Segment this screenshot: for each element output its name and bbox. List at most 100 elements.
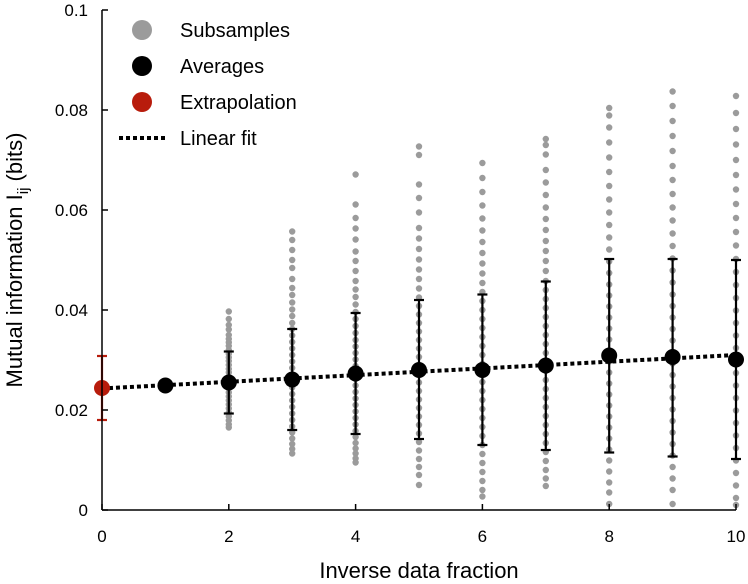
average-point — [474, 362, 491, 378]
y-tick-label: 0.04 — [55, 301, 88, 320]
subsample-point — [542, 226, 549, 234]
subsample-point — [415, 285, 423, 292]
subsample-point — [732, 125, 740, 133]
subsample-point — [479, 260, 486, 267]
subsample-point — [606, 104, 613, 112]
legend-extrapolation-swatch — [132, 92, 152, 112]
subsample-point — [479, 279, 486, 287]
subsample-point — [479, 202, 486, 209]
subsample-point — [415, 438, 423, 446]
subsample-point — [479, 174, 486, 182]
subsample-point — [415, 463, 423, 471]
legend-label-fit: Linear fit — [180, 128, 257, 150]
subsample-point — [415, 455, 423, 463]
y-tick-label: 0 — [79, 501, 88, 520]
subsample-point — [479, 270, 486, 277]
x-tick-label: 0 — [97, 527, 106, 546]
subsample-point — [606, 479, 613, 486]
subsample-point — [542, 204, 549, 211]
subsample-point — [669, 217, 676, 224]
subsample-point — [479, 159, 486, 167]
subsample-point — [542, 457, 549, 465]
subsample-point — [732, 228, 740, 236]
subsample-point — [289, 228, 296, 235]
subsample-point — [289, 450, 296, 457]
subsample-point — [415, 181, 423, 188]
subsample-point — [352, 248, 359, 255]
subsample-point — [289, 445, 296, 453]
subsample-point — [542, 237, 549, 245]
subsample-point — [606, 182, 613, 190]
subsample-point — [542, 135, 549, 143]
subsample-point — [606, 234, 613, 241]
subsample-point — [732, 482, 740, 489]
subsample-point — [669, 486, 676, 494]
average-point — [664, 349, 681, 365]
subsample-point — [542, 141, 549, 149]
subsample-point — [415, 194, 423, 202]
subsample-point — [352, 277, 359, 285]
x-tick-label: 2 — [224, 527, 233, 546]
subsample-point — [479, 227, 486, 234]
subsample-point — [479, 249, 486, 257]
subsample-point — [732, 156, 740, 164]
subsample-point — [289, 264, 296, 272]
subsample-point — [479, 493, 486, 500]
subsample-point — [289, 319, 296, 327]
legend-averages-swatch — [132, 56, 152, 76]
average-point — [411, 362, 427, 378]
subsample-point — [542, 179, 549, 186]
x-tick-label: 10 — [727, 527, 746, 546]
y-ticks: 0 0.02 0.04 0.06 0.08 0.1 — [55, 1, 108, 520]
y-axis-label-unit: (bits) — [2, 133, 27, 188]
subsample-point — [669, 475, 676, 482]
subsample-point — [542, 151, 549, 158]
average-point — [284, 371, 301, 388]
subsample-point — [352, 286, 359, 293]
subsample-point — [669, 230, 676, 237]
subsample-point — [415, 266, 423, 273]
subsample-point — [289, 246, 296, 254]
subsample-point — [606, 154, 613, 161]
subsample-point — [606, 209, 613, 216]
subsample-point — [542, 482, 549, 490]
subsample-point — [415, 471, 423, 479]
subsample-point — [606, 468, 613, 475]
subsample-point — [352, 225, 359, 232]
x-tick-label: 6 — [478, 527, 487, 546]
subsample-point — [289, 306, 296, 313]
subsample-point — [415, 151, 423, 159]
subsample-point — [542, 166, 549, 174]
subsample-point — [289, 312, 296, 320]
subsample-point — [669, 204, 676, 211]
subsample-point — [732, 494, 740, 502]
subsample-point — [606, 124, 613, 131]
subsample-point — [542, 191, 549, 199]
subsample-point — [225, 321, 232, 329]
subsample-point — [352, 459, 359, 466]
subsample-point — [669, 102, 676, 110]
subsample-point — [606, 457, 613, 464]
average-point — [220, 374, 237, 391]
subsample-point — [289, 299, 296, 306]
subsample-point — [606, 139, 613, 146]
subsample-point — [479, 188, 486, 196]
subsample-point — [542, 215, 549, 223]
subsample-point — [415, 275, 423, 283]
y-tick-label: 0.06 — [55, 201, 88, 220]
subsample-point — [669, 88, 676, 95]
subsample-point — [542, 267, 549, 275]
subsample-point — [732, 141, 740, 148]
subsample-point — [352, 450, 359, 457]
subsample-point — [225, 424, 232, 431]
subsample-point — [289, 440, 296, 448]
subsample-point — [225, 308, 232, 315]
average-point — [157, 377, 174, 394]
subsample-point — [352, 301, 359, 308]
subsample-point — [732, 200, 740, 208]
x-ticks: 0 2 4 6 8 10 — [97, 504, 745, 546]
subsample-point — [415, 224, 423, 232]
subsample-point — [542, 247, 549, 255]
x-tick-label: 4 — [351, 527, 360, 546]
